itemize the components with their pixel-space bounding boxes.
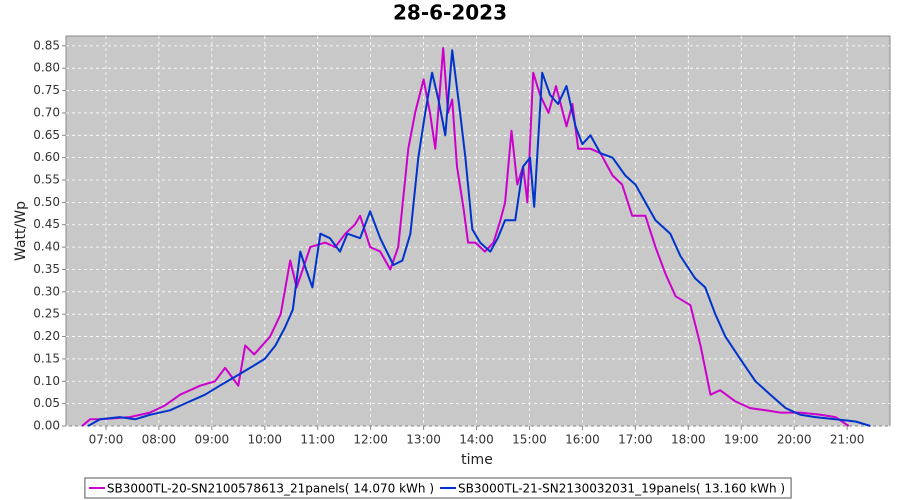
x-tick-label: 18:00 [671,433,706,447]
y-tick-label: 0.25 [33,307,60,321]
x-tick-label: 08:00 [142,433,177,447]
x-tick-label: 15:00 [512,433,547,447]
y-tick-label: 0.05 [33,396,60,410]
x-axis-title: time [461,452,493,468]
y-tick-label: 0.20 [33,329,60,343]
series-line [81,47,850,427]
x-tick-label: 21:00 [830,433,865,447]
legend-label: SB3000TL-20-SN2100578613_21panels( 14.07… [107,482,434,496]
x-tick-label: 07:00 [89,433,124,447]
y-tick-label: 0.35 [33,262,60,276]
y-tick-label: 0.85 [33,38,60,52]
y-tick-label: 0.00 [33,419,60,433]
x-tick-label: 10:00 [247,433,282,447]
plot-area [65,35,891,427]
y-tick-label: 0.70 [33,105,60,119]
y-tick-label: 0.10 [33,374,60,388]
y-axis-title: Watt/Wp [13,201,29,261]
x-tick-label: 16:00 [565,433,600,447]
legend-box [84,477,792,499]
legend-label: SB3000TL-21-SN2130032031_19panels( 13.16… [458,482,785,496]
y-tick-label: 0.30 [33,284,60,298]
x-tick-label: 20:00 [777,433,812,447]
x-tick-label: 12:00 [353,433,388,447]
y-tick-label: 0.50 [33,195,60,209]
chart-title: 28-6-2023 [393,1,507,25]
x-tick-label: 19:00 [724,433,759,447]
y-tick-label: 0.40 [33,240,60,254]
legend: SB3000TL-20-SN2100578613_21panels( 14.07… [84,477,792,499]
x-tick-label: 11:00 [300,433,335,447]
y-tick-label: 0.65 [33,128,60,142]
series-line [87,49,871,427]
y-tick-label: 0.80 [33,61,60,75]
x-tick-label: 14:00 [459,433,494,447]
y-tick-label: 0.15 [33,351,60,365]
y-tick-label: 0.45 [33,217,60,231]
x-tick-label: 13:00 [406,433,441,447]
y-tick-label: 0.55 [33,173,60,187]
x-tick-label: 17:00 [618,433,653,447]
y-tick-label: 0.75 [33,83,60,97]
y-tick-label: 0.60 [33,150,60,164]
x-tick-label: 09:00 [195,433,230,447]
